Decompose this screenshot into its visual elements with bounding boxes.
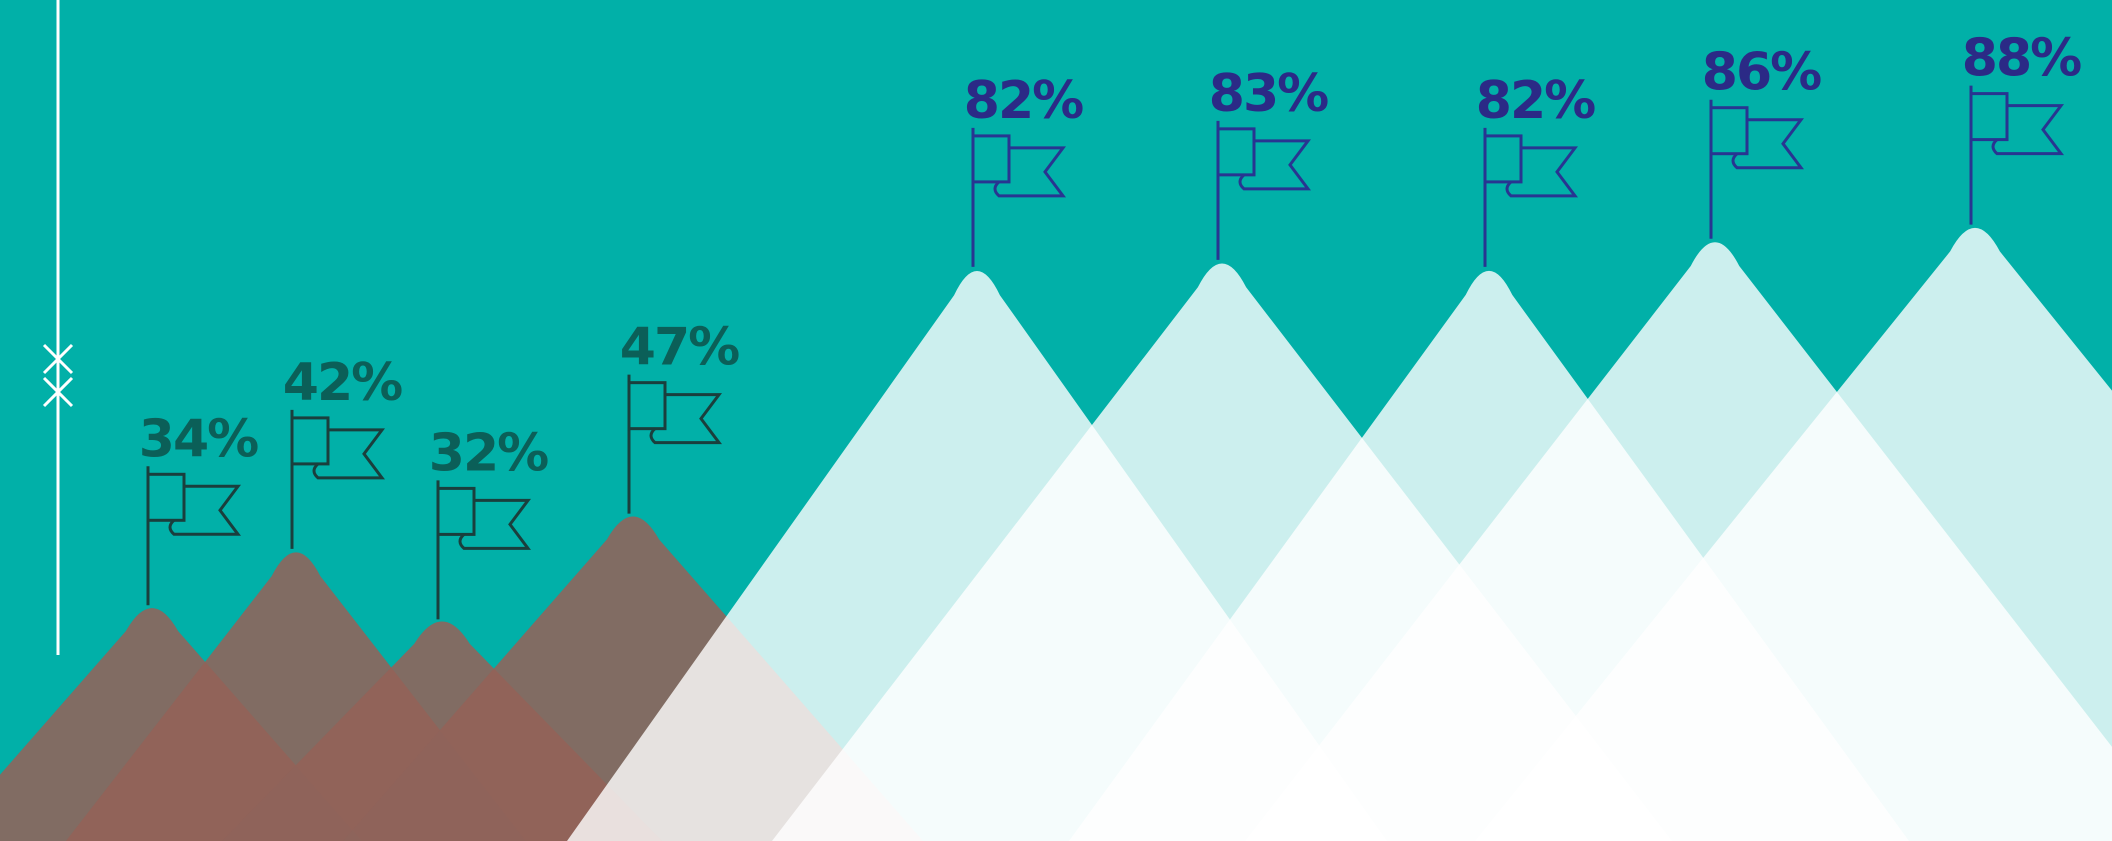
data-label: 47%: [620, 318, 739, 378]
data-label: 82%: [1476, 71, 1595, 131]
data-label: 82%: [964, 71, 1083, 131]
peak-markers: 34% 42% 32% 47% 82% 83% 82% 86% 88%: [139, 29, 2083, 620]
flag-icon: [290, 409, 385, 549]
data-label: 83%: [1209, 64, 1328, 124]
peak-9: [1475, 227, 2112, 841]
data-label: 32%: [429, 423, 548, 483]
flag-icon: [146, 466, 241, 606]
data-label: 42%: [283, 353, 402, 413]
y-axis-line: [42, 0, 74, 655]
flag-icon: [627, 374, 722, 514]
data-label: 34%: [139, 409, 258, 469]
data-label: 86%: [1702, 43, 1821, 103]
flag-icon: [1483, 127, 1578, 267]
axis-break-icon: [42, 343, 74, 408]
flag-icon: [1969, 85, 2064, 225]
flag-icon: [1216, 120, 1311, 260]
flag-icon: [436, 480, 531, 620]
flag-icon: [1709, 99, 1804, 239]
high-series-peaks: [567, 227, 2112, 841]
flag-icon: [971, 127, 1066, 267]
data-label: 88%: [1962, 29, 2081, 89]
